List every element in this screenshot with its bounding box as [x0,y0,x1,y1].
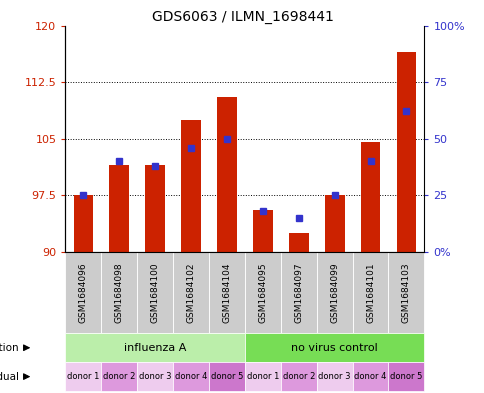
Text: GSM1684099: GSM1684099 [330,262,338,323]
Bar [388,362,424,391]
Bar [324,195,344,252]
Bar [65,333,244,362]
Bar [181,120,200,252]
Bar [396,52,415,252]
Text: GSM1684097: GSM1684097 [294,262,302,323]
Text: GSM1684102: GSM1684102 [186,262,195,323]
Text: donor 4: donor 4 [175,372,207,381]
Text: donor 1: donor 1 [246,372,278,381]
Text: GDS6063 / ILMN_1698441: GDS6063 / ILMN_1698441 [151,10,333,24]
Bar [137,252,173,333]
Bar [101,362,137,391]
Text: donor 1: donor 1 [67,372,99,381]
Bar [145,165,165,252]
Bar [352,362,388,391]
Bar [74,195,93,252]
Text: individual: individual [0,372,19,382]
Bar [253,210,272,252]
Text: donor 3: donor 3 [318,372,350,381]
Bar [109,165,129,252]
Text: GSM1684095: GSM1684095 [258,262,267,323]
Bar [244,333,424,362]
Bar [217,97,236,252]
Bar [137,362,173,391]
Bar [101,252,137,333]
Text: donor 3: donor 3 [138,372,171,381]
Bar [360,142,379,252]
Bar [65,362,101,391]
Bar [244,252,280,333]
Bar [173,252,209,333]
Bar [173,362,209,391]
Bar [244,362,280,391]
Text: donor 5: donor 5 [390,372,422,381]
Bar [209,362,244,391]
Bar [352,252,388,333]
Text: influenza A: influenza A [124,343,186,353]
Bar [316,252,352,333]
Bar [288,233,308,252]
Bar [316,362,352,391]
Bar [280,362,316,391]
Bar [65,252,101,333]
Text: GSM1684101: GSM1684101 [365,262,374,323]
Bar [388,252,424,333]
Text: donor 5: donor 5 [211,372,242,381]
Text: GSM1684100: GSM1684100 [151,262,159,323]
Bar [280,252,316,333]
Text: GSM1684096: GSM1684096 [79,262,88,323]
Text: donor 2: donor 2 [103,372,135,381]
Text: GSM1684103: GSM1684103 [401,262,410,323]
Bar [209,252,244,333]
Text: no virus control: no virus control [291,343,377,353]
Text: GSM1684098: GSM1684098 [115,262,123,323]
Text: donor 4: donor 4 [354,372,386,381]
Text: GSM1684104: GSM1684104 [222,262,231,323]
Text: infection: infection [0,343,19,353]
Text: donor 2: donor 2 [282,372,314,381]
